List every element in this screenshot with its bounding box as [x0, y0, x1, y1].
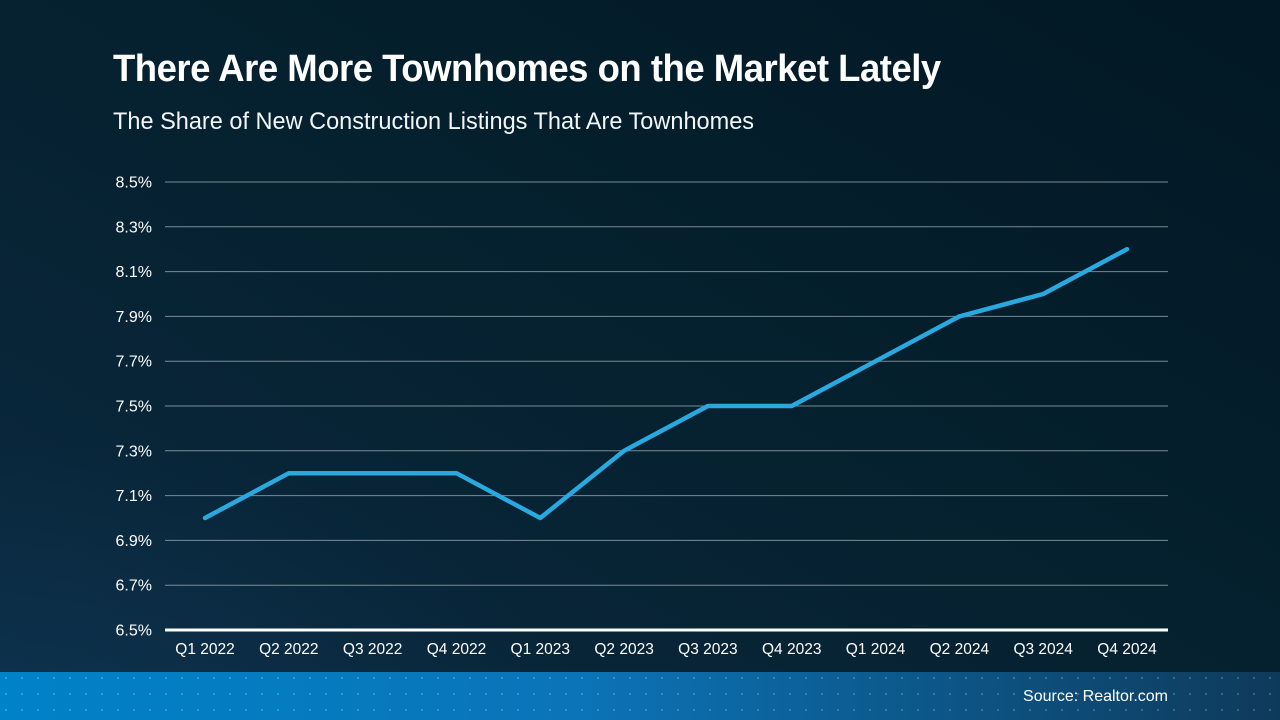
y-tick-label: 8.5% [116, 175, 152, 192]
y-tick-label: 7.7% [116, 354, 152, 371]
y-tick-label: 6.9% [116, 533, 152, 550]
y-tick-label: 7.5% [116, 399, 152, 416]
y-tick-label: 8.3% [116, 219, 152, 236]
y-tick-label: 7.1% [116, 488, 152, 505]
y-tick-label: 8.1% [116, 264, 152, 281]
series-line [202, 246, 1130, 521]
x-tick-label: Q2 2024 [930, 641, 990, 658]
x-tick-label: Q4 2024 [1097, 641, 1157, 658]
x-tick-label: Q1 2023 [511, 641, 570, 658]
y-tick-label: 7.9% [116, 309, 152, 326]
x-tick-label: Q3 2023 [678, 641, 737, 658]
x-tick-label: Q4 2023 [762, 641, 821, 658]
x-tick-label: Q1 2024 [846, 641, 906, 658]
page-subtitle: The Share of New Construction Listings T… [113, 108, 755, 135]
x-tick-label: Q2 2022 [259, 641, 318, 658]
source-text: Source: Realtor.com [1023, 688, 1168, 705]
footer-bar [0, 672, 1280, 720]
y-tick-label: 7.3% [116, 443, 152, 460]
x-tick-label: Q1 2022 [175, 641, 234, 658]
page-title: There Are More Townhomes on the Market L… [113, 48, 941, 90]
y-tick-label: 6.7% [116, 578, 152, 595]
y-tick-label: 6.5% [116, 623, 152, 640]
x-tick-label: Q2 2023 [594, 641, 653, 658]
x-tick-label: Q3 2022 [343, 641, 402, 658]
x-tick-label: Q4 2022 [427, 641, 486, 658]
x-tick-label: Q3 2024 [1013, 641, 1073, 658]
